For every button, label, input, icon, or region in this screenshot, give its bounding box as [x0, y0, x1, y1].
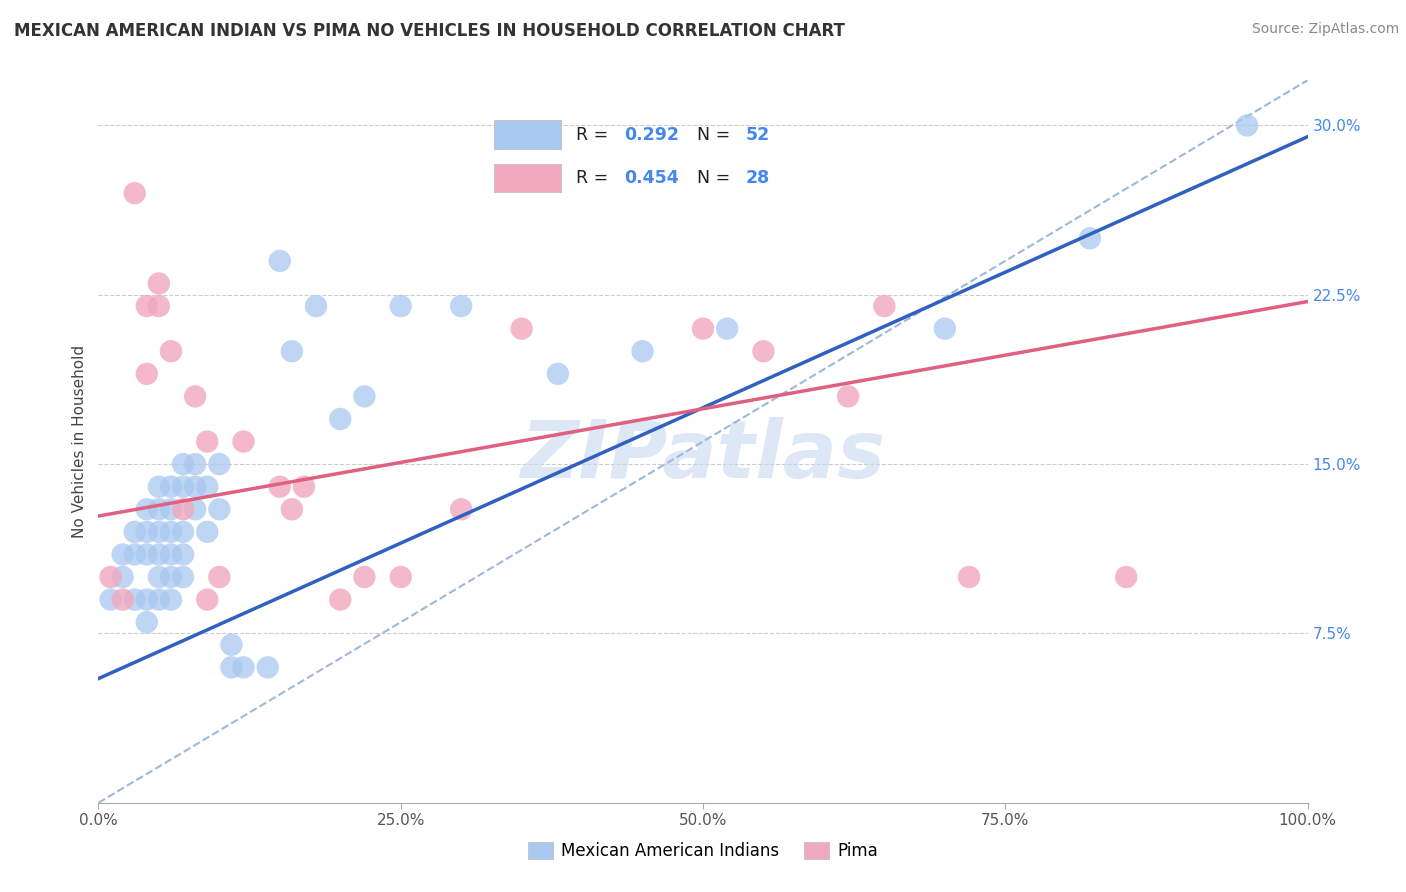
Point — [208, 502, 231, 516]
Point — [148, 570, 170, 584]
Point — [124, 592, 146, 607]
Point — [329, 592, 352, 607]
Point — [221, 660, 243, 674]
Point — [135, 615, 157, 630]
Point — [269, 480, 291, 494]
Point — [547, 367, 569, 381]
Point — [281, 502, 304, 516]
Point — [1236, 119, 1258, 133]
Point — [148, 548, 170, 562]
Text: R =: R = — [576, 169, 614, 186]
Point — [172, 548, 194, 562]
Point — [160, 502, 183, 516]
Point — [256, 660, 278, 674]
Point — [450, 502, 472, 516]
Point — [232, 434, 254, 449]
Point — [160, 548, 183, 562]
Point — [305, 299, 328, 313]
Point — [329, 412, 352, 426]
Point — [450, 299, 472, 313]
Text: 52: 52 — [745, 126, 769, 144]
Point — [148, 277, 170, 291]
FancyBboxPatch shape — [495, 120, 561, 149]
Text: 0.292: 0.292 — [624, 126, 679, 144]
Point — [1115, 570, 1137, 584]
Point — [111, 548, 134, 562]
Point — [135, 592, 157, 607]
Point — [160, 344, 183, 359]
Text: R =: R = — [576, 126, 614, 144]
Point — [135, 502, 157, 516]
Point — [160, 524, 183, 539]
Point — [100, 570, 122, 584]
Y-axis label: No Vehicles in Household: No Vehicles in Household — [72, 345, 87, 538]
Point — [184, 457, 207, 471]
Text: N =: N = — [697, 169, 735, 186]
Point — [1078, 231, 1101, 245]
Point — [837, 389, 859, 403]
Point — [292, 480, 315, 494]
Point — [124, 186, 146, 201]
Text: 0.454: 0.454 — [624, 169, 679, 186]
Point — [716, 321, 738, 335]
Point — [281, 344, 304, 359]
Legend: Mexican American Indians, Pima: Mexican American Indians, Pima — [522, 835, 884, 867]
Point — [124, 548, 146, 562]
Point — [148, 592, 170, 607]
Text: MEXICAN AMERICAN INDIAN VS PIMA NO VEHICLES IN HOUSEHOLD CORRELATION CHART: MEXICAN AMERICAN INDIAN VS PIMA NO VEHIC… — [14, 22, 845, 40]
Point — [135, 299, 157, 313]
Point — [172, 524, 194, 539]
Point — [148, 480, 170, 494]
Text: 28: 28 — [745, 169, 769, 186]
Point — [195, 592, 218, 607]
Point — [510, 321, 533, 335]
Point — [752, 344, 775, 359]
Point — [631, 344, 654, 359]
Point — [208, 570, 231, 584]
Point — [232, 660, 254, 674]
Point — [195, 434, 218, 449]
Point — [221, 638, 243, 652]
Point — [160, 570, 183, 584]
Point — [353, 389, 375, 403]
Point — [172, 457, 194, 471]
Point — [957, 570, 980, 584]
Point — [195, 480, 218, 494]
Point — [934, 321, 956, 335]
Point — [111, 592, 134, 607]
Point — [135, 524, 157, 539]
Text: ZIPatlas: ZIPatlas — [520, 417, 886, 495]
Point — [389, 299, 412, 313]
Point — [160, 592, 183, 607]
Point — [172, 480, 194, 494]
Point — [148, 502, 170, 516]
Point — [184, 389, 207, 403]
Text: Source: ZipAtlas.com: Source: ZipAtlas.com — [1251, 22, 1399, 37]
Point — [269, 253, 291, 268]
Point — [135, 548, 157, 562]
Point — [172, 570, 194, 584]
Point — [184, 480, 207, 494]
Point — [172, 502, 194, 516]
Point — [184, 502, 207, 516]
FancyBboxPatch shape — [495, 163, 561, 192]
Point — [124, 524, 146, 539]
Point — [692, 321, 714, 335]
Point — [100, 592, 122, 607]
Point — [208, 457, 231, 471]
Point — [389, 570, 412, 584]
Text: N =: N = — [697, 126, 735, 144]
Point — [148, 524, 170, 539]
Point — [195, 524, 218, 539]
Point — [160, 480, 183, 494]
Point — [353, 570, 375, 584]
Point — [111, 570, 134, 584]
Point — [148, 299, 170, 313]
Point — [135, 367, 157, 381]
Point — [873, 299, 896, 313]
